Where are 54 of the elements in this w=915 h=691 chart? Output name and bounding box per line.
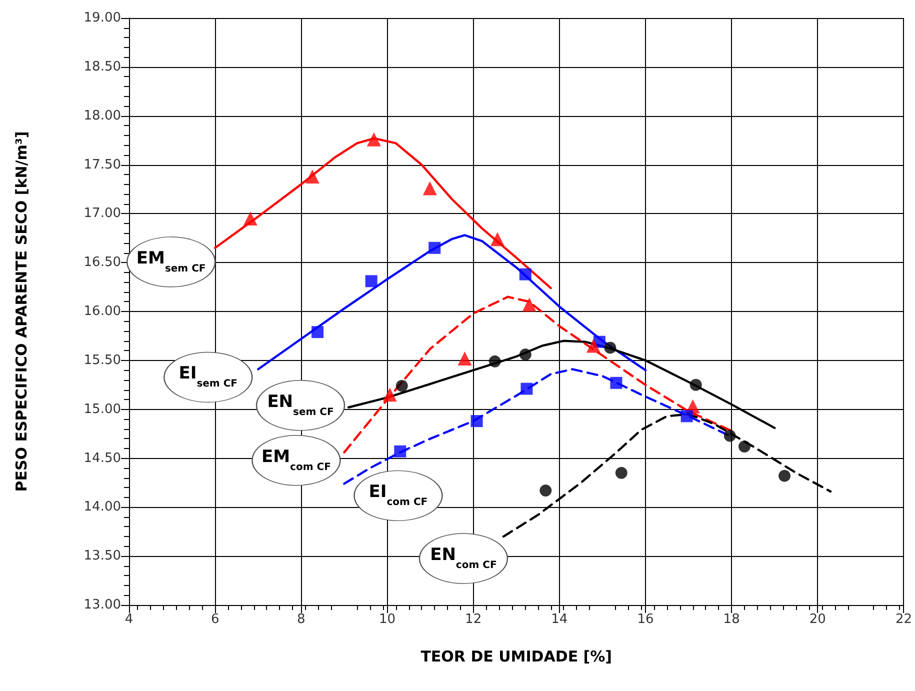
point [520,382,533,395]
x-tick-label: 12 [465,612,482,627]
x-tick-label: 18 [723,612,740,627]
x-tick-label: 16 [637,612,654,627]
y-tick-label: 17.50 [84,157,121,172]
point [610,376,622,389]
point [778,470,791,482]
point [396,380,408,392]
y-tick-label: 16.50 [84,255,121,270]
point [243,212,258,226]
point [519,348,532,361]
point [615,466,628,479]
point [540,484,552,497]
point [490,232,504,246]
point [470,415,483,428]
y-tick-label: 17.00 [84,206,121,222]
point [519,268,532,280]
x-tick-label: 10 [378,612,396,627]
point [365,275,378,288]
point [680,410,693,422]
point [604,342,616,354]
x-tick-label: 22 [895,612,912,627]
point [738,440,750,453]
point [422,181,437,196]
y-tick-label: 13.50 [84,548,121,564]
point [394,445,406,458]
y-tick-label: 16.00 [84,304,121,319]
point [488,355,501,368]
y-tick-label: 15.50 [84,352,121,368]
point [522,298,536,312]
point [428,242,441,254]
point [458,351,472,366]
x-tick-label: 14 [551,612,568,627]
x-tick-label: 6 [210,612,220,627]
x-axis-title: TEOR DE UMIDADE [%] [420,648,612,666]
line-series [257,234,647,372]
y-tick-label: 19.00 [84,10,121,26]
y-tick-label: 15.00 [84,402,121,417]
y-tick-label: 14.50 [84,450,121,466]
y-axis-title: PESO ESPECIFICO APARENTE SECO [kN/m³] [12,131,30,492]
y-tick-label: 18.00 [84,108,121,124]
point [586,338,600,353]
y-tick-label: 13.00 [84,598,121,612]
point [724,430,736,442]
point [305,169,320,184]
x-tick-label: 8 [297,612,306,627]
y-tick-label: 14.00 [84,500,121,515]
x-tick-label: 20 [809,612,826,627]
point [690,378,702,391]
point [366,132,381,146]
x-tick-label: 4 [124,612,134,627]
point [382,388,397,402]
y-tick-label: 18.50 [84,59,121,74]
point [312,326,324,338]
